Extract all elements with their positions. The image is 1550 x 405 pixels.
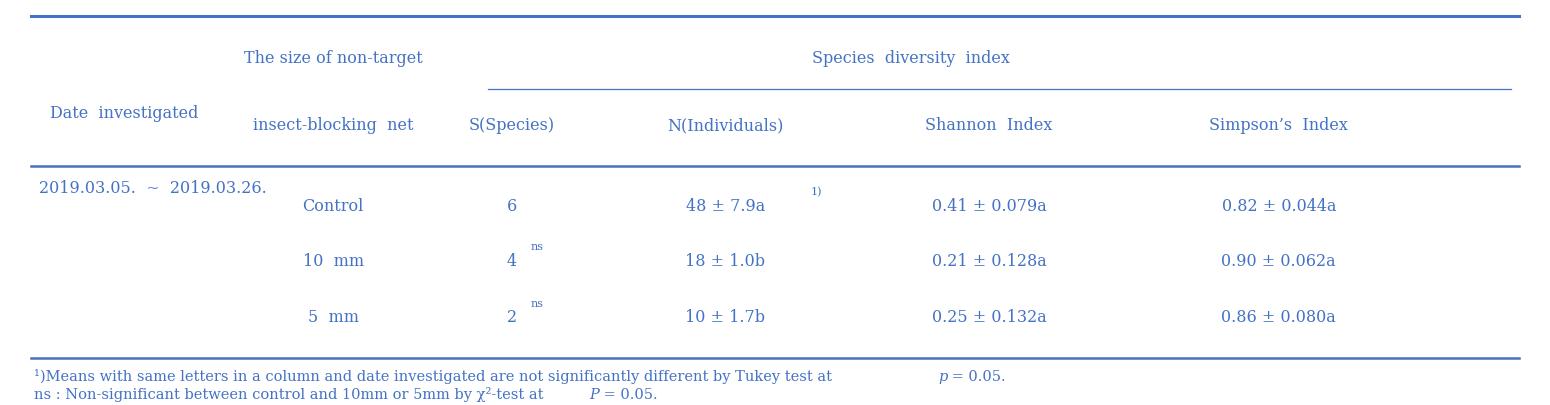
Text: 5  mm: 5 mm bbox=[308, 309, 358, 326]
Text: ns : Non-significant between control and 10mm or 5mm by χ²-test at: ns : Non-significant between control and… bbox=[34, 387, 549, 403]
Text: 0.21 ± 0.128a: 0.21 ± 0.128a bbox=[932, 253, 1046, 270]
Text: 10 ± 1.7b: 10 ± 1.7b bbox=[685, 309, 766, 326]
Text: ns: ns bbox=[530, 242, 542, 252]
Text: N(Individuals): N(Individuals) bbox=[666, 117, 784, 134]
Text: p: p bbox=[938, 370, 947, 384]
Text: 48 ± 7.9a: 48 ± 7.9a bbox=[685, 198, 766, 215]
Text: Control: Control bbox=[302, 198, 364, 215]
Text: 0.25 ± 0.132a: 0.25 ± 0.132a bbox=[932, 309, 1046, 326]
Text: S(Species): S(Species) bbox=[468, 117, 555, 134]
Text: Shannon  Index: Shannon Index bbox=[925, 117, 1052, 134]
Text: P: P bbox=[589, 388, 600, 402]
Text: insect-blocking  net: insect-blocking net bbox=[253, 117, 414, 134]
Text: ns: ns bbox=[530, 299, 542, 309]
Text: 6: 6 bbox=[507, 198, 516, 215]
Text: The size of non-target: The size of non-target bbox=[243, 50, 423, 67]
Text: Simpson’s  Index: Simpson’s Index bbox=[1209, 117, 1348, 134]
Text: 18 ± 1.0b: 18 ± 1.0b bbox=[685, 253, 766, 270]
Text: Species  diversity  index: Species diversity index bbox=[812, 50, 1009, 67]
Text: = 0.05.: = 0.05. bbox=[947, 370, 1006, 384]
Text: 4: 4 bbox=[507, 253, 516, 270]
Text: ¹)Means with same letters in a column and date investigated are not significantl: ¹)Means with same letters in a column an… bbox=[34, 369, 837, 384]
Text: 0.90 ± 0.062a: 0.90 ± 0.062a bbox=[1221, 253, 1336, 270]
Text: 10  mm: 10 mm bbox=[302, 253, 364, 270]
Text: 0.41 ± 0.079a: 0.41 ± 0.079a bbox=[932, 198, 1046, 215]
Text: 2: 2 bbox=[507, 309, 516, 326]
Text: 1): 1) bbox=[811, 187, 822, 198]
Text: 0.82 ± 0.044a: 0.82 ± 0.044a bbox=[1221, 198, 1336, 215]
Text: Date  investigated: Date investigated bbox=[50, 105, 198, 122]
Text: = 0.05.: = 0.05. bbox=[598, 388, 657, 402]
Text: 2019.03.05.  ~  2019.03.26.: 2019.03.05. ~ 2019.03.26. bbox=[39, 180, 267, 197]
Text: 0.86 ± 0.080a: 0.86 ± 0.080a bbox=[1221, 309, 1336, 326]
